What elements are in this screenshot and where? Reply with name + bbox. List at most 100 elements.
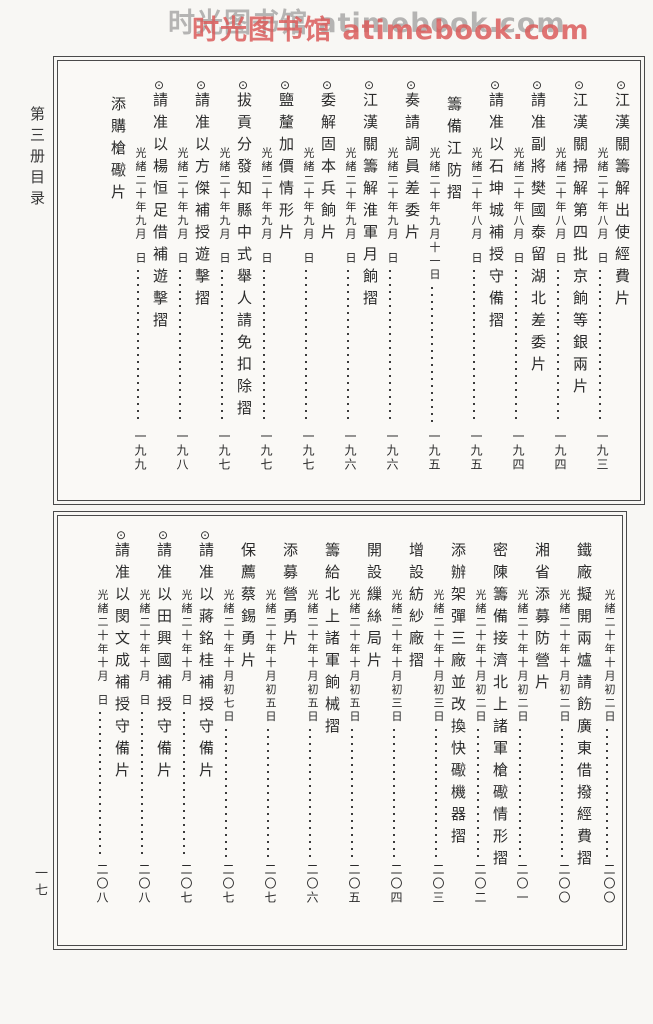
toc-entry: ⊙請准以閔文成補授守備片 光緒二十年十月日二〇八	[90, 516, 132, 945]
entry-page-number: 二〇三	[431, 863, 445, 905]
entry-date: 光緒二十年八月	[470, 147, 482, 242]
entry-page-number: 二〇一	[515, 863, 529, 905]
dotted-leader	[224, 729, 227, 857]
toc-entry: 增設紡紗廠摺 光緒二十年十月初三日 二〇四	[384, 516, 426, 945]
blank-day-char: 日	[260, 251, 272, 266]
dotted-leader	[182, 712, 185, 857]
entry-date: 光緒二十年八月	[512, 147, 524, 242]
entry-dateline: 光緒二十年八月日一九五	[464, 61, 483, 500]
entry-date: 光緒二十年九月十一日	[428, 147, 440, 282]
entry-title: ⊙請准以楊恒足借補遊擊摺	[151, 78, 167, 334]
entry-page-number: 二〇二	[473, 863, 487, 905]
toc-entry: 鐵廠擬開兩爐請飭廣東借撥經費摺 光緒二十年十月初二日 二〇〇	[552, 516, 594, 945]
attached-piece-marker-icon: ⊙	[114, 528, 128, 542]
entry-date: 光緒二十年十月	[96, 589, 108, 684]
entry-date: 光緒二十年八月	[554, 147, 566, 242]
entry-dateline: 光緒二十年十月初二日 二〇〇	[552, 516, 571, 945]
watermark: 时光图书馆 atimebook.com	[192, 15, 590, 46]
toc-entry: ⊙拔貢分發知縣中式舉人請免扣除摺 光緒二十年九月日一九七	[212, 61, 254, 500]
entry-title: ⊙請准以蔣銘桂補授守備片	[197, 528, 213, 784]
entry-dateline	[86, 61, 105, 500]
dotted-leader	[98, 712, 101, 857]
entry-dateline: 光緒二十年十月日二〇八	[132, 516, 151, 945]
toc-entry: ⊙委解固本兵餉片 光緒二十年九月日一九七	[296, 61, 338, 500]
entry-page-number: 一九八	[175, 430, 189, 472]
entry-page-number: 一九三	[595, 430, 609, 472]
blank-day-char: 日	[344, 251, 356, 266]
toc-entry: 開設繅絲局片 光緒二十年十月初五日 二〇五	[342, 516, 384, 945]
entry-date: 光緒二十年十月初二日	[603, 589, 615, 724]
entry-title: 保薦蔡錫勇片	[239, 542, 255, 674]
entry-title: 密陳籌備接濟北上諸軍槍礮情形摺	[491, 542, 507, 872]
entry-title: ⊙委解固本兵餉片	[319, 78, 335, 246]
dotted-leader	[392, 729, 395, 857]
entry-date: 光緒二十年九月	[260, 147, 272, 242]
dotted-leader	[605, 729, 608, 857]
entry-page-number: 一九四	[511, 430, 525, 472]
dotted-leader	[388, 270, 391, 424]
entry-date: 光緒二十年十月初五日	[348, 589, 360, 724]
attached-piece-marker-icon: ⊙	[320, 78, 334, 92]
toc-entry: ⊙請准以楊恒足借補遊擊摺 光緒二十年九月日一九九	[128, 61, 170, 500]
entry-page-number: 一九六	[385, 430, 399, 472]
entry-dateline: 光緒二十年十月初五日二〇七	[258, 516, 277, 945]
attached-piece-marker-icon: ⊙	[152, 78, 166, 92]
entry-title: 鐵廠擬開兩爐請飭廣東借撥經費摺	[575, 542, 591, 872]
entry-dateline: 光緒二十年九月十一日 一九五	[422, 61, 441, 500]
toc-entry: 添募營勇片 光緒二十年十月初五日 二〇七	[258, 516, 300, 945]
attached-piece-marker-icon: ⊙	[362, 78, 376, 92]
entry-date: 光緒二十年九月	[218, 147, 230, 242]
entry-page-number: 二〇〇	[557, 863, 571, 905]
toc-entry: ⊙鹽釐加價情形片 光緒二十年九月日一九七	[254, 61, 296, 500]
entry-page-number: 一九九	[133, 430, 147, 472]
attached-piece-marker-icon: ⊙	[156, 528, 170, 542]
entry-title: 開設繅絲局片	[365, 542, 381, 674]
toc-entry: 籌給北上諸軍餉械摺 光緒二十年十月初五日 二〇六	[300, 516, 342, 945]
entry-date: 光緒二十年九月	[386, 147, 398, 242]
entry-date: 光緒二十年八月	[596, 147, 608, 242]
attached-piece-marker-icon: ⊙	[530, 78, 544, 92]
entry-title: 添購槍礮片	[109, 96, 125, 206]
blank-day-char: 日	[470, 251, 482, 266]
entry-dateline: 光緒二十年十月日二〇七	[174, 516, 193, 945]
entry-title: 籌給北上諸軍餉械摺	[323, 542, 339, 740]
toc-entry: ⊙請准以方傑補授遊擊摺 光緒二十年九月日一九八	[170, 61, 212, 500]
attached-piece-marker-icon: ⊙	[194, 78, 208, 92]
blank-day-char: 日	[138, 693, 150, 708]
entry-title: ⊙拔貢分發知縣中式舉人請免扣除摺	[235, 78, 251, 422]
toc-entry: ⊙請准以田興國補授守備片 光緒二十年十月日二〇八	[132, 516, 174, 945]
blank-day-char: 日	[218, 251, 230, 266]
entry-page-number: 二〇〇	[602, 863, 616, 905]
entry-dateline: 光緒二十年八月日一九三	[590, 61, 609, 500]
dotted-leader	[262, 270, 265, 424]
entry-date: 光緒二十年十月	[138, 589, 150, 684]
entry-title: ⊙請准副將樊國泰留湖北差委片	[529, 78, 545, 378]
folio-number: 一七	[33, 866, 48, 900]
blank-day-char: 日	[180, 693, 192, 708]
entry-title: 籌備江防摺	[445, 96, 461, 206]
dotted-leader	[304, 270, 307, 424]
toc-entry: 保薦蔡錫勇片 光緒二十年十月初七日 二〇七	[216, 516, 258, 945]
entry-page-number: 二〇七	[263, 863, 277, 905]
toc-entry: ⊙請准以石坤城補授守備摺 光緒二十年八月日一九五	[464, 61, 506, 500]
entry-date: 光緒二十年十月初五日	[264, 589, 276, 724]
entry-date: 光緒二十年十月初三日	[390, 589, 402, 724]
entry-page-number: 二〇四	[389, 863, 403, 905]
entry-date: 光緒二十年十月初二日	[516, 589, 528, 724]
entry-dateline: 光緒二十年十月初七日 二〇七	[216, 516, 235, 945]
entry-dateline: 光緒二十年九月日一九七	[212, 61, 231, 500]
entry-title: ⊙請准以田興國補授守備片	[155, 528, 171, 784]
dotted-leader	[598, 270, 601, 424]
entry-date: 光緒二十年十月初三日	[432, 589, 444, 724]
entry-page-number: 二〇八	[95, 863, 109, 905]
entry-dateline: 光緒二十年十月初二日 二〇二	[468, 516, 487, 945]
entry-title: ⊙江漢關掃解第四批京餉等銀兩片	[571, 78, 587, 400]
entry-dateline: 光緒二十年十月初五日 二〇六	[300, 516, 319, 945]
entry-dateline: 光緒二十年十月初五日 二〇五	[342, 516, 361, 945]
entry-dateline: 光緒二十年九月日一九六	[338, 61, 357, 500]
entry-dateline: 光緒二十年八月日一九四	[506, 61, 525, 500]
toc-entry: ⊙江漢關籌解出使經費片 光緒二十年八月日一九三	[590, 61, 632, 500]
dotted-leader	[560, 729, 563, 857]
entry-date: 光緒二十年九月	[134, 147, 146, 242]
